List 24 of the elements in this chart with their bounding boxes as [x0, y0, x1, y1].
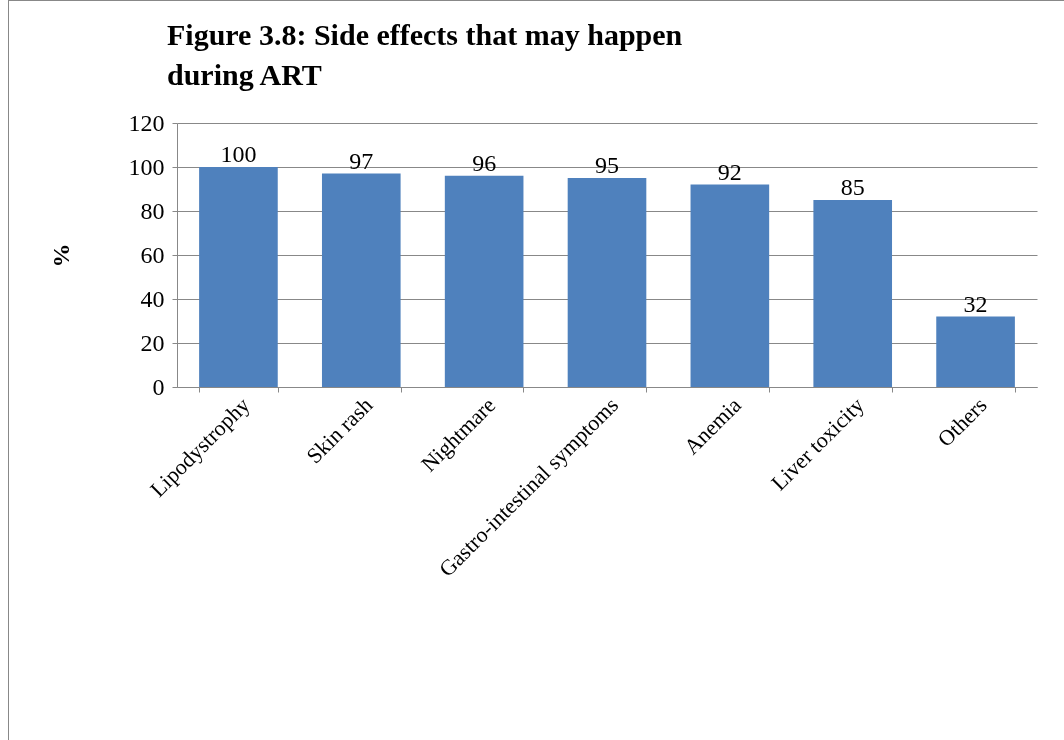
data-label: 85 — [840, 174, 865, 200]
data-label: 95 — [595, 152, 619, 178]
data-label: 100 — [220, 141, 257, 167]
bar — [199, 167, 278, 387]
chart-title: Figure 3.8: Side effects that may happen during ART — [167, 18, 683, 91]
y-axis-title: % — [47, 243, 74, 268]
bar — [321, 173, 401, 387]
y-tick-label: 0 — [152, 373, 165, 400]
bar — [813, 200, 893, 387]
data-label: 96 — [472, 149, 497, 176]
bar — [567, 178, 647, 387]
y-tick-label: 20 — [140, 329, 165, 356]
y-tick-label: 60 — [140, 241, 165, 268]
x-tick-label: Skin rash — [301, 392, 378, 469]
bar — [936, 316, 1015, 387]
y-tick-label: 80 — [140, 197, 165, 224]
data-label: 32 — [963, 290, 988, 317]
bar — [690, 184, 770, 387]
bar — [444, 175, 524, 387]
data-label: 92 — [717, 158, 742, 185]
y-tick-label: 120 — [128, 109, 165, 136]
y-tick-label: 100 — [128, 153, 165, 180]
y-tick-label: 40 — [140, 285, 165, 312]
data-label: 97 — [349, 147, 374, 174]
